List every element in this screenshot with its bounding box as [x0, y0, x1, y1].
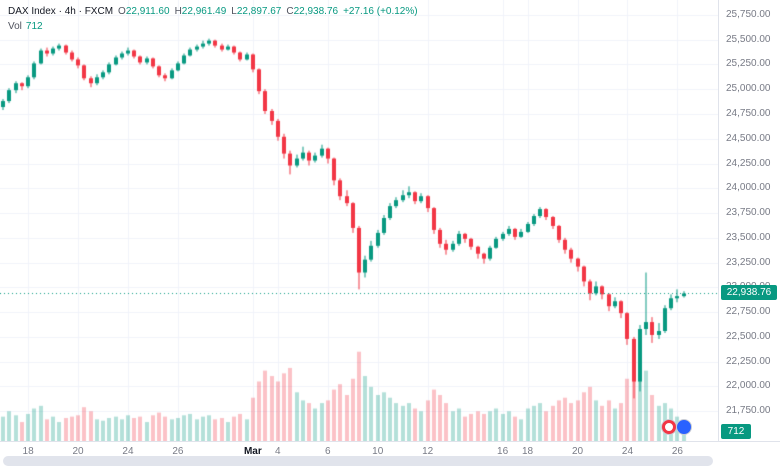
candlestick-chart-canvas[interactable]: [0, 0, 718, 441]
price-axis-label: 25,000.00: [726, 83, 771, 95]
time-axis-label: 10: [372, 446, 384, 457]
price-axis-label: 24,500.00: [726, 132, 771, 144]
price-axis-label: 24,000.00: [726, 182, 771, 194]
time-axis-label: 24: [122, 446, 134, 457]
time-axis-label: Mar: [243, 446, 262, 457]
price-axis-label: 22,500.00: [726, 330, 771, 342]
price-axis[interactable]: 21,750.00 22,000.00 22,250.00 22,500.00 22,7…: [718, 0, 780, 441]
close-label: C: [286, 6, 294, 17]
time-axis-label: 16: [497, 446, 509, 457]
open-label: O: [118, 6, 126, 17]
price-axis-label: 22,750.00: [726, 306, 771, 318]
legend-ohlc-row: DAX Index · 4h · FXCM O22,911.60 H22,961.4…: [8, 4, 418, 19]
low-label: L: [231, 6, 237, 17]
price-axis-label: 22,250.00: [726, 355, 771, 367]
price-axis-label: 23,500.00: [726, 231, 771, 243]
volume-value: 712: [25, 21, 43, 32]
time-axis-label: 24: [621, 446, 634, 457]
time-axis-label: 20: [571, 446, 584, 457]
high-label: H: [174, 6, 182, 17]
open-value: 22,911.60: [125, 6, 170, 17]
symbol-title[interactable]: DAX Index · 4h · FXCM: [8, 6, 114, 17]
time-axis-label: 4: [275, 446, 281, 457]
price-axis-label: 21,750.00: [726, 405, 771, 417]
price-axis-label: 25,250.00: [726, 58, 771, 70]
price-axis-label: 22,000.00: [726, 380, 771, 392]
symbol-legend: DAX Index · 4h · FXCM O22,911.60 H22,961.4…: [8, 4, 418, 34]
price-axis-label: 25,500.00: [726, 33, 771, 45]
time-axis-label: 26: [671, 446, 683, 457]
price-axis-label: 25,750.00: [726, 8, 771, 20]
last-volume-badge: 712: [721, 424, 751, 439]
close-value: 22,938.76: [293, 6, 339, 17]
horizontal-scrollbar[interactable]: [3, 456, 713, 466]
time-axis-label: 20: [72, 446, 84, 457]
time-axis-label: 6: [325, 446, 331, 457]
price-axis-label: 24,250.00: [726, 157, 771, 169]
time-axis-label: 12: [422, 446, 434, 457]
blue-circle-sticker[interactable]: [677, 420, 691, 434]
volume-label[interactable]: Vol: [8, 21, 22, 32]
time-axis-label: 26: [172, 446, 184, 457]
high-value: 22,961.49: [181, 6, 227, 17]
price-axis-label: 23,250.00: [726, 256, 771, 268]
red-circle-sticker[interactable]: [662, 420, 676, 434]
chart-stickers: [662, 420, 692, 434]
low-value: 22,897.67: [236, 6, 282, 17]
change-value: +27.16 (+0.12%): [343, 6, 418, 17]
price-axis-label: 23,750.00: [726, 207, 771, 219]
time-axis-label: 18: [22, 446, 34, 457]
legend-volume-row: Vol 712: [8, 19, 418, 34]
last-price-badge: 22,938.76: [721, 285, 777, 301]
time-axis-label: 18: [522, 446, 534, 457]
price-axis-label: 24,750.00: [726, 107, 771, 119]
